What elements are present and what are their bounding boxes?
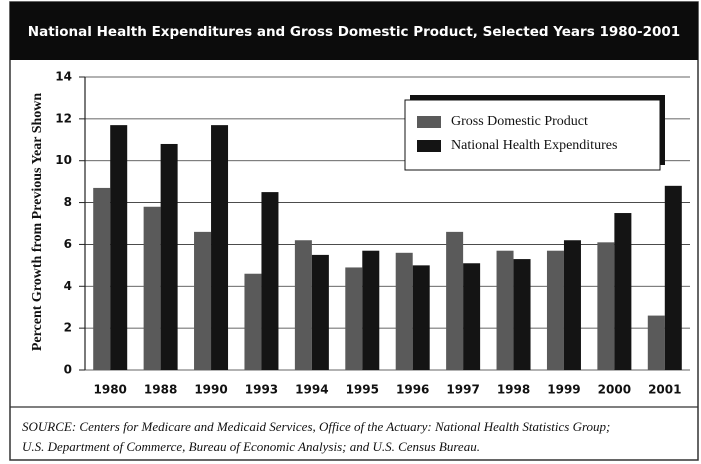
bar [211,125,229,370]
legend [404,99,661,171]
bar [446,231,464,370]
y-tick-label: 8 [64,195,72,209]
y-tick-label: 6 [64,237,72,251]
legend-label: Gross Domestic Product [451,114,588,129]
source-line: SOURCE: Centers for Medicare and Medicai… [22,419,610,434]
y-tick-label: 0 [64,363,72,377]
y-tick-label: 4 [64,279,72,293]
x-tick-label: 1980 [94,383,127,397]
bar [546,250,564,370]
bar [463,263,481,370]
y-tick-label: 12 [55,111,72,125]
y-tick-label: 14 [55,70,72,84]
legend-label: National Health Expenditures [451,138,617,153]
legend-swatch [417,140,441,152]
legend-swatch [417,116,441,128]
y-axis-label: Percent Growth from Previous Year Shown [30,93,45,352]
x-tick-label: 1990 [194,383,227,397]
bar [244,273,262,370]
x-tick-label: 1997 [446,383,479,397]
bar [664,185,682,370]
y-tick-label: 10 [55,153,72,167]
bar [513,259,531,370]
x-tick-label: 1993 [245,383,278,397]
x-tick-label: 2001 [648,383,681,397]
bar [311,254,329,370]
bar [563,240,581,370]
bar [93,187,111,370]
x-tick-label: 1998 [497,383,530,397]
bar [194,231,212,370]
source-line: U.S. Department of Commerce, Bureau of E… [22,439,480,454]
x-tick-label: 1996 [396,383,429,397]
bar [496,250,514,370]
chart-title: National Health Expenditures and Gross D… [28,24,680,40]
bar [294,240,312,370]
bar [362,250,380,370]
x-tick-label: 1999 [547,383,580,397]
bar [345,267,363,370]
y-tick-label: 2 [64,321,72,335]
x-tick-label: 1994 [295,383,328,397]
x-tick-label: 1995 [346,383,379,397]
bar [597,242,615,370]
bar [261,192,279,370]
bar [160,143,178,370]
x-tick-label: 1988 [144,383,177,397]
x-tick-label: 2000 [598,383,631,397]
bar [647,315,665,370]
title-bar [10,2,698,60]
bar [614,213,632,370]
bar [110,125,128,370]
bar [395,252,413,370]
bar [412,265,430,370]
bar [143,206,161,370]
